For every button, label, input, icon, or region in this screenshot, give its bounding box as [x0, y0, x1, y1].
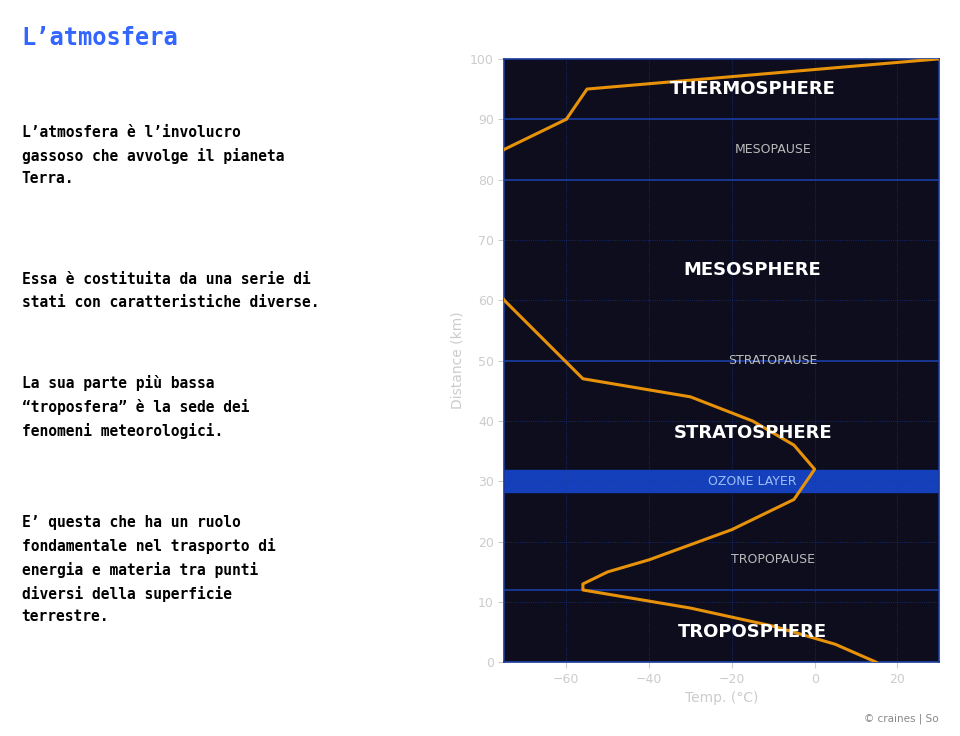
- Text: MESOSPHERE: MESOSPHERE: [684, 261, 822, 279]
- Text: La sua parte più bassa
“troposfera” è la sede dei
fenomeni meteorologici.: La sua parte più bassa “troposfera” è la…: [21, 375, 249, 439]
- Text: © craines | So: © craines | So: [864, 714, 939, 724]
- Ellipse shape: [602, 665, 841, 726]
- Text: OZONE LAYER: OZONE LAYER: [708, 475, 797, 488]
- Text: L’atmosfera: L’atmosfera: [21, 26, 179, 50]
- X-axis label: Temp. (°C): Temp. (°C): [684, 691, 758, 705]
- Text: TROPOPAUSE: TROPOPAUSE: [732, 553, 815, 566]
- Text: TROPOSPHERE: TROPOSPHERE: [678, 623, 828, 641]
- Text: MESOPAUSE: MESOPAUSE: [735, 143, 811, 156]
- Bar: [504, 470, 939, 492]
- Y-axis label: Distance (km): Distance (km): [450, 312, 465, 409]
- Text: STRATOSPHERE: STRATOSPHERE: [673, 424, 832, 442]
- Text: E’ questa che ha un ruolo
fondamentale nel trasporto di
energia e materia tra pu: E’ questa che ha un ruolo fondamentale n…: [21, 515, 276, 624]
- Text: THERMOSPHERE: THERMOSPHERE: [670, 80, 835, 98]
- Text: Essa è costituita da una serie di
stati con caratteristiche diverse.: Essa è costituita da una serie di stati …: [21, 272, 319, 310]
- Text: L’atmosfera è l’involucro
gassoso che avvolge il pianeta
Terra.: L’atmosfera è l’involucro gassoso che av…: [21, 125, 284, 186]
- Text: STRATOPAUSE: STRATOPAUSE: [729, 354, 818, 367]
